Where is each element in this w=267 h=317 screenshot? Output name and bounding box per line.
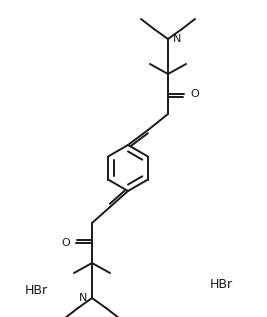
Text: O: O (190, 89, 199, 99)
Text: O: O (61, 238, 70, 248)
Text: HBr: HBr (210, 279, 233, 292)
Text: HBr: HBr (25, 283, 48, 296)
Text: N: N (173, 34, 181, 44)
Text: N: N (78, 293, 87, 303)
